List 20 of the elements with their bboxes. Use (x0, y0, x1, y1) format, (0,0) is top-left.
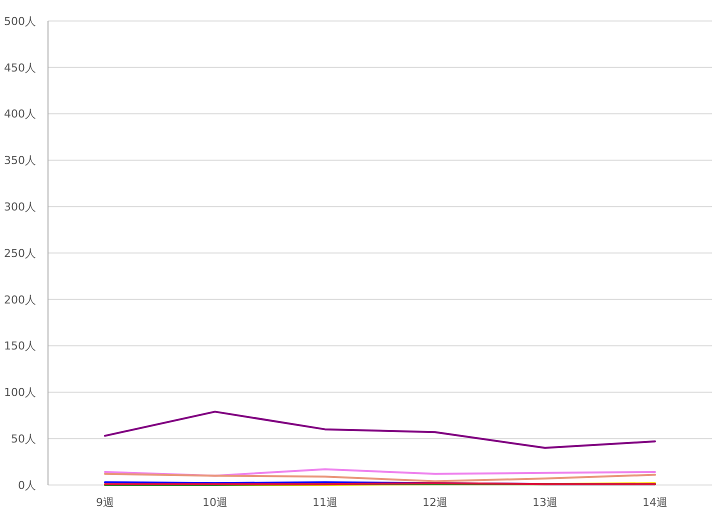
y-tick-label: 200人 (4, 293, 36, 306)
line-series (104, 410, 656, 449)
x-tick-label: 14週 (642, 496, 668, 509)
y-tick-label: 300人 (4, 200, 36, 214)
x-tick-label: 9週 (96, 496, 114, 509)
x-tick-label: 10週 (202, 496, 228, 509)
y-tick-label: 50人 (11, 432, 36, 446)
y-tick-label: 500人 (4, 14, 36, 28)
y-tick-label: 250人 (4, 246, 36, 260)
x-tick-label: 11週 (312, 496, 338, 509)
x-tick-label: 12週 (422, 496, 448, 509)
y-tick-label: 450人 (4, 61, 36, 74)
line-series (104, 468, 656, 477)
y-tick-label: 400人 (4, 108, 36, 121)
line-series (104, 472, 656, 482)
x-tick-label: 13週 (532, 496, 558, 509)
y-tick-label: 150人 (4, 340, 36, 353)
y-tick-label: 0人 (18, 478, 36, 492)
y-tick-label: 350人 (4, 154, 36, 168)
y-tick-label: 100人 (4, 386, 36, 400)
